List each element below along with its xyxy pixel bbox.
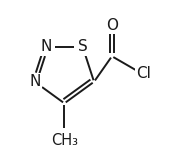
- Text: Cl: Cl: [136, 66, 151, 81]
- Text: N: N: [40, 40, 52, 54]
- Text: O: O: [106, 18, 118, 33]
- Text: S: S: [78, 40, 88, 54]
- Text: CH₃: CH₃: [51, 133, 78, 148]
- Text: N: N: [29, 74, 40, 89]
